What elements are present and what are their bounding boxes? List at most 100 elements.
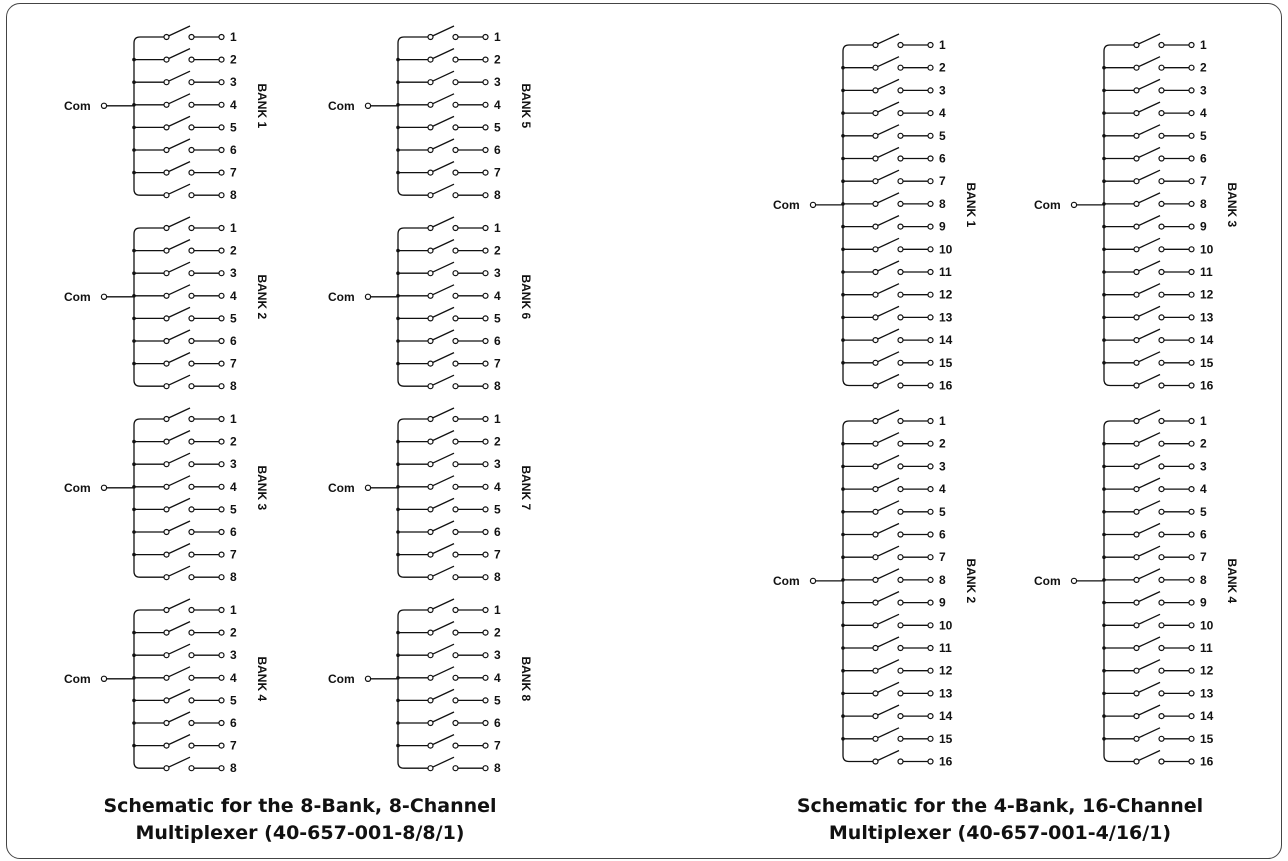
channel-switch: 4 (132, 475, 237, 494)
channel-switch: 12 (1102, 659, 1214, 678)
channel-terminal (1188, 417, 1195, 425)
channel-switch: 1 (140, 598, 237, 617)
channel-number: 6 (1200, 528, 1207, 542)
channel-terminal (1188, 599, 1195, 606)
channel-terminal (927, 463, 934, 470)
channel-number: 5 (494, 502, 501, 516)
channel-switch: 5 (396, 306, 501, 325)
channel-terminal (1188, 690, 1195, 697)
channel-switch: 7 (1102, 169, 1207, 188)
channel-terminal (482, 506, 489, 513)
channel-switch: 5 (132, 497, 237, 516)
channel-number: 4 (230, 98, 237, 112)
channel-terminal (218, 56, 225, 63)
channel-terminal (1188, 64, 1195, 71)
channel-terminal (1188, 644, 1195, 652)
channel-number: 11 (939, 265, 952, 279)
channel-number: 3 (494, 266, 501, 280)
channel-number: 6 (939, 152, 946, 166)
channel-number: 9 (1200, 596, 1207, 610)
channel-number: 1 (494, 30, 501, 44)
channel-switch: 6 (841, 522, 946, 542)
bank-label: BANK 1 (964, 183, 978, 228)
channel-terminal (1188, 337, 1195, 344)
bank-4-8ch: Com 1 2 3 4 5 6 7 8 BANK 4 (64, 598, 269, 775)
channel-switch: 1 (1110, 409, 1207, 428)
channel-switch: 15 (841, 351, 953, 370)
channel-terminal (927, 268, 934, 276)
channel-switch: 3 (132, 70, 237, 89)
caption-16-channel-line2: Multiplexer (40-657-001-4/16/1) (828, 822, 1172, 844)
channel-switch: 2 (1102, 432, 1207, 451)
channel-terminal (1188, 486, 1195, 493)
channel-number: 1 (939, 38, 946, 52)
channel-terminal (482, 574, 489, 581)
channel-terminal (218, 765, 225, 772)
channel-terminal (218, 551, 225, 558)
channel-terminal (218, 383, 225, 390)
channel-number: 1 (1200, 38, 1207, 52)
channel-switch: 7 (396, 543, 501, 562)
channel-terminal (927, 554, 934, 561)
common-label: Com (1034, 198, 1061, 212)
bus-line (1103, 420, 1111, 763)
channel-number: 4 (1200, 106, 1207, 120)
channel-number: 3 (230, 648, 237, 662)
channel-terminal (1188, 576, 1195, 584)
channel-number: 1 (939, 414, 946, 428)
channel-switch: 4 (132, 284, 237, 303)
channel-switch: 3 (841, 454, 946, 473)
channel-terminal (218, 606, 225, 614)
channel-switch: 7 (132, 543, 237, 562)
channel-terminal (218, 146, 225, 154)
channel-terminal (1188, 132, 1195, 139)
channel-switch: 14 (1102, 704, 1214, 723)
channel-terminal (927, 735, 934, 742)
channel-terminal (218, 674, 225, 681)
channel-number: 12 (939, 288, 953, 302)
channel-terminal (1188, 178, 1195, 185)
channel-switch: 3 (396, 452, 501, 471)
channel-number: 2 (230, 626, 237, 640)
channel-number: 6 (494, 716, 501, 730)
channel-terminal (482, 528, 489, 536)
channel-switch: 7 (841, 169, 946, 188)
channel-switch: 1 (404, 216, 501, 235)
channel-terminal (927, 109, 934, 117)
channel-switch: 5 (132, 115, 237, 134)
channel-switch: 12 (841, 283, 953, 302)
bus-line (133, 609, 141, 769)
bank-label: BANK 8 (519, 656, 533, 701)
channel-terminal (927, 87, 934, 94)
bus-line (842, 420, 850, 763)
channel-switch: 2 (132, 621, 237, 640)
channel-terminal (482, 224, 489, 232)
channel-switch: 15 (1102, 351, 1214, 370)
channel-switch: 3 (396, 261, 501, 280)
channel-switch: 11 (841, 260, 952, 279)
common-terminal (364, 293, 372, 300)
common-terminal (809, 577, 817, 585)
channel-number: 3 (939, 83, 946, 97)
channel-switch: 8 (404, 565, 501, 584)
common-terminal (809, 201, 817, 209)
channel-number: 14 (939, 709, 953, 723)
channel-switch: 4 (841, 101, 946, 120)
channel-terminal (1188, 200, 1195, 207)
channel-terminal (1188, 87, 1195, 94)
channel-terminal (1188, 314, 1195, 321)
channel-terminal (1188, 41, 1195, 49)
channel-switch: 2 (396, 239, 501, 258)
channel-switch: 8 (841, 192, 946, 211)
channel-switch: 1 (849, 33, 946, 52)
channel-number: 13 (1200, 310, 1214, 324)
channel-switch: 2 (1102, 56, 1207, 75)
channel-number: 8 (1200, 573, 1207, 587)
channel-terminal (482, 697, 489, 704)
channel-switch: 6 (396, 329, 501, 348)
channel-number: 2 (494, 626, 501, 640)
channel-number: 9 (939, 596, 946, 610)
channel-switch: 8 (404, 374, 501, 393)
channel-switch: 6 (396, 138, 501, 157)
channel-switch: 4 (396, 284, 501, 303)
